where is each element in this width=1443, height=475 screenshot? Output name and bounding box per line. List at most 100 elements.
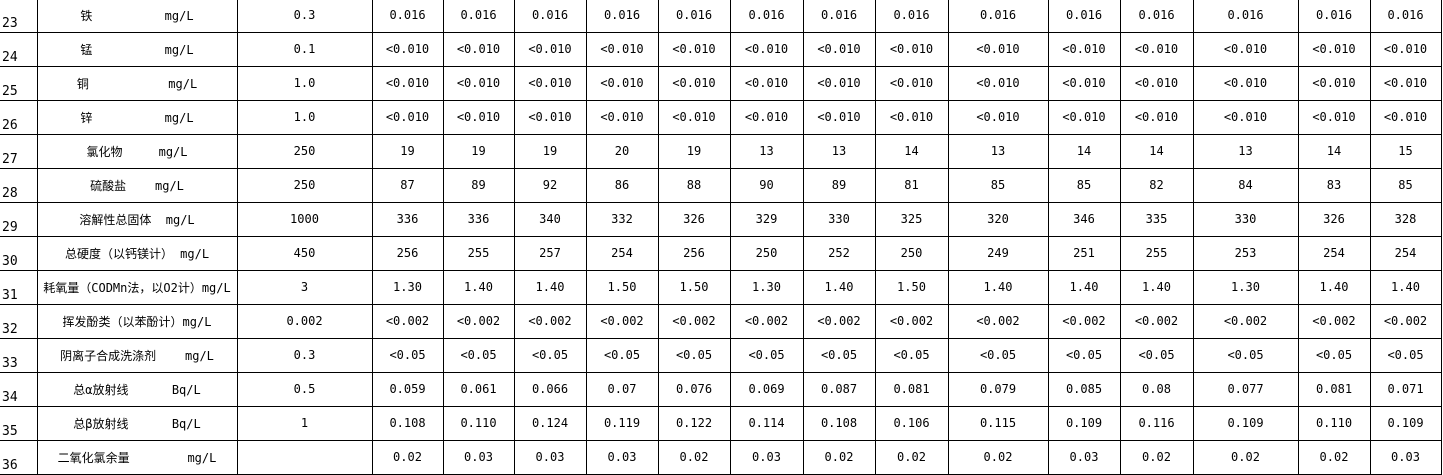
measurement-cell[interactable]: 254 [585, 235, 659, 271]
standard-limit-cell[interactable]: 250 [236, 167, 373, 203]
measurement-cell[interactable]: 0.110 [442, 405, 515, 441]
measurement-cell[interactable]: 325 [874, 201, 949, 237]
measurement-cell[interactable]: 254 [1297, 235, 1371, 271]
measurement-cell[interactable]: 330 [802, 201, 876, 237]
measurement-cell[interactable]: 0.085 [1047, 371, 1121, 407]
measurement-cell[interactable]: <0.05 [513, 337, 587, 373]
parameter-name-cell[interactable]: 铜 mg/L [36, 65, 238, 101]
measurement-cell[interactable]: <0.010 [513, 31, 587, 67]
measurement-cell[interactable]: 0.02 [947, 439, 1049, 475]
standard-limit-cell[interactable]: 1.0 [236, 99, 373, 135]
standard-limit-cell[interactable]: 1 [236, 405, 373, 441]
measurement-cell[interactable]: <0.002 [947, 303, 1049, 339]
measurement-cell[interactable]: 1.30 [1192, 269, 1299, 305]
parameter-name-cell[interactable]: 铁 mg/L [36, 0, 238, 33]
measurement-cell[interactable]: 0.071 [1369, 371, 1442, 407]
measurement-cell[interactable]: <0.010 [371, 65, 444, 101]
measurement-cell[interactable]: 0.03 [729, 439, 804, 475]
measurement-cell[interactable]: 92 [513, 167, 587, 203]
measurement-cell[interactable]: <0.010 [947, 65, 1049, 101]
measurement-cell[interactable]: 0.016 [874, 0, 949, 33]
measurement-cell[interactable]: <0.010 [442, 99, 515, 135]
measurement-cell[interactable]: <0.010 [802, 31, 876, 67]
measurement-cell[interactable]: <0.010 [1192, 65, 1299, 101]
measurement-cell[interactable]: 0.109 [1192, 405, 1299, 441]
measurement-cell[interactable]: 0.016 [729, 0, 804, 33]
measurement-cell[interactable]: <0.002 [585, 303, 659, 339]
measurement-cell[interactable]: 0.016 [513, 0, 587, 33]
measurement-cell[interactable]: 332 [585, 201, 659, 237]
standard-limit-cell[interactable]: 3 [236, 269, 373, 305]
measurement-cell[interactable]: 13 [802, 133, 876, 169]
measurement-cell[interactable]: 0.03 [1369, 439, 1442, 475]
measurement-cell[interactable]: <0.010 [729, 31, 804, 67]
measurement-cell[interactable]: 0.02 [371, 439, 444, 475]
measurement-cell[interactable]: 19 [371, 133, 444, 169]
measurement-cell[interactable]: 0.109 [1047, 405, 1121, 441]
row-number[interactable]: 27 [0, 134, 38, 169]
measurement-cell[interactable]: <0.002 [513, 303, 587, 339]
measurement-cell[interactable]: <0.010 [874, 99, 949, 135]
measurement-cell[interactable]: <0.05 [1369, 337, 1442, 373]
measurement-cell[interactable]: 0.02 [657, 439, 731, 475]
measurement-cell[interactable]: 257 [513, 235, 587, 271]
measurement-cell[interactable]: <0.010 [371, 31, 444, 67]
standard-limit-cell[interactable]: 1000 [236, 201, 373, 237]
measurement-cell[interactable]: 1.40 [947, 269, 1049, 305]
parameter-name-cell[interactable]: 耗氧量（CODMn法，以O2计）mg/L [36, 269, 238, 305]
measurement-cell[interactable]: 0.016 [1119, 0, 1194, 33]
measurement-cell[interactable]: 0.016 [947, 0, 1049, 33]
measurement-cell[interactable]: <0.002 [1369, 303, 1442, 339]
measurement-cell[interactable]: <0.010 [371, 99, 444, 135]
measurement-cell[interactable]: <0.010 [1297, 65, 1371, 101]
measurement-cell[interactable]: <0.05 [1047, 337, 1121, 373]
measurement-cell[interactable]: <0.010 [442, 65, 515, 101]
measurement-cell[interactable]: 0.016 [1192, 0, 1299, 33]
measurement-cell[interactable]: 0.108 [802, 405, 876, 441]
measurement-cell[interactable]: <0.002 [802, 303, 876, 339]
measurement-cell[interactable]: <0.010 [1119, 65, 1194, 101]
parameter-name-cell[interactable]: 溶解性总固体 mg/L [36, 201, 238, 237]
measurement-cell[interactable]: 250 [729, 235, 804, 271]
parameter-name-cell[interactable]: 二氧化氯余量 mg/L [36, 439, 238, 475]
measurement-cell[interactable]: 89 [442, 167, 515, 203]
measurement-cell[interactable]: <0.05 [874, 337, 949, 373]
measurement-cell[interactable]: <0.002 [371, 303, 444, 339]
measurement-cell[interactable]: 14 [1047, 133, 1121, 169]
measurement-cell[interactable]: 336 [371, 201, 444, 237]
measurement-cell[interactable]: 20 [585, 133, 659, 169]
measurement-cell[interactable]: 0.108 [371, 405, 444, 441]
measurement-cell[interactable]: <0.010 [1297, 99, 1371, 135]
measurement-cell[interactable]: 82 [1119, 167, 1194, 203]
standard-limit-cell[interactable]: 0.1 [236, 31, 373, 67]
measurement-cell[interactable]: <0.002 [1119, 303, 1194, 339]
measurement-cell[interactable]: 255 [1119, 235, 1194, 271]
row-number[interactable]: 36 [0, 440, 38, 475]
measurement-cell[interactable]: 0.016 [371, 0, 444, 33]
row-number[interactable]: 30 [0, 236, 38, 271]
standard-limit-cell[interactable]: 250 [236, 133, 373, 169]
measurement-cell[interactable]: 0.115 [947, 405, 1049, 441]
row-number[interactable]: 25 [0, 66, 38, 101]
measurement-cell[interactable]: 13 [1192, 133, 1299, 169]
measurement-cell[interactable]: <0.002 [729, 303, 804, 339]
measurement-cell[interactable]: 14 [1119, 133, 1194, 169]
parameter-name-cell[interactable]: 挥发酚类（以苯酚计）mg/L [36, 303, 238, 339]
row-number[interactable]: 35 [0, 406, 38, 441]
measurement-cell[interactable]: <0.05 [371, 337, 444, 373]
measurement-cell[interactable]: 1.40 [1119, 269, 1194, 305]
measurement-cell[interactable]: <0.002 [657, 303, 731, 339]
measurement-cell[interactable]: <0.010 [1119, 31, 1194, 67]
measurement-cell[interactable]: 81 [874, 167, 949, 203]
measurement-cell[interactable]: 340 [513, 201, 587, 237]
measurement-cell[interactable]: 256 [371, 235, 444, 271]
measurement-cell[interactable]: 0.069 [729, 371, 804, 407]
measurement-cell[interactable]: 1.40 [1297, 269, 1371, 305]
measurement-cell[interactable]: 320 [947, 201, 1049, 237]
measurement-cell[interactable]: <0.010 [657, 65, 731, 101]
row-number[interactable]: 32 [0, 304, 38, 339]
measurement-cell[interactable]: <0.05 [802, 337, 876, 373]
measurement-cell[interactable]: <0.05 [729, 337, 804, 373]
standard-limit-cell[interactable]: 0.002 [236, 303, 373, 339]
measurement-cell[interactable]: 0.079 [947, 371, 1049, 407]
